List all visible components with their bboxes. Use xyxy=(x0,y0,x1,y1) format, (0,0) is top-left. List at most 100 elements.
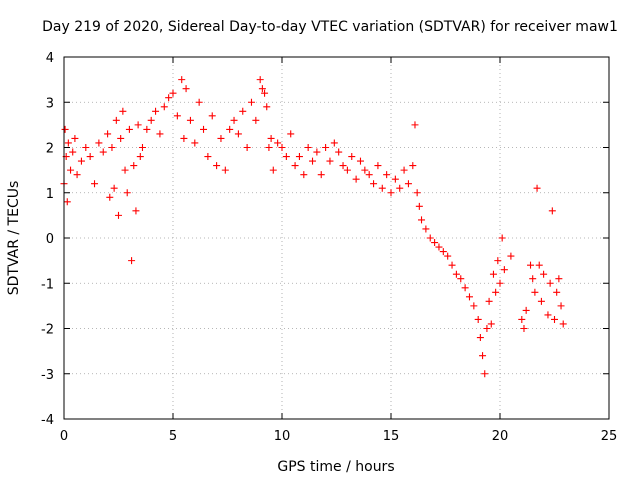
data-point xyxy=(317,171,325,179)
y-tick-label: 3 xyxy=(46,96,54,111)
x-tick-label: 20 xyxy=(492,429,509,444)
data-point xyxy=(217,134,225,142)
data-point xyxy=(63,198,71,206)
data-point xyxy=(461,284,469,292)
data-point xyxy=(313,148,321,156)
data-point xyxy=(531,288,539,296)
gridlines xyxy=(64,57,609,419)
data-point xyxy=(535,261,543,269)
data-point xyxy=(123,189,131,197)
axis-ticks: 0 5 10 15 20 25 -4 -3 -2 -1 0 1 2 3 4 xyxy=(41,51,617,444)
data-point xyxy=(348,153,356,161)
data-point xyxy=(335,148,343,156)
data-point xyxy=(261,89,269,97)
data-point xyxy=(520,325,528,332)
data-point xyxy=(339,162,347,170)
data-point xyxy=(269,166,277,174)
data-point xyxy=(138,144,146,151)
data-point xyxy=(282,153,290,161)
data-point xyxy=(128,257,136,265)
data-point xyxy=(147,116,155,124)
data-point xyxy=(267,134,275,142)
data-point xyxy=(529,275,537,283)
x-tick-label: 15 xyxy=(383,429,400,444)
data-point xyxy=(182,85,190,93)
data-point xyxy=(444,252,452,260)
plot-frame xyxy=(63,56,610,420)
data-point xyxy=(106,193,114,201)
data-point xyxy=(134,121,142,129)
data-point xyxy=(121,166,129,174)
data-point xyxy=(489,270,497,278)
data-point xyxy=(553,288,561,296)
data-point xyxy=(112,116,120,124)
data-point xyxy=(132,207,140,215)
data-point xyxy=(404,180,412,188)
data-point xyxy=(287,130,295,138)
data-point xyxy=(130,162,138,170)
data-point xyxy=(119,107,127,115)
data-point xyxy=(108,144,116,151)
data-point xyxy=(522,306,530,314)
data-point xyxy=(387,189,395,197)
y-tick-label: 1 xyxy=(46,187,54,202)
data-point xyxy=(546,279,554,287)
data-point xyxy=(356,157,364,165)
data-point xyxy=(378,184,386,192)
data-point xyxy=(195,98,203,106)
data-point xyxy=(426,234,434,242)
data-point xyxy=(295,153,303,161)
data-point xyxy=(230,116,238,124)
data-point xyxy=(186,116,194,124)
data-point xyxy=(533,184,541,192)
data-point xyxy=(374,162,382,170)
data-point xyxy=(352,175,360,183)
y-tick-label: -1 xyxy=(41,277,54,292)
data-point xyxy=(265,144,273,151)
data-point xyxy=(391,175,399,183)
data-point xyxy=(99,148,107,156)
y-tick-label: 4 xyxy=(46,51,54,66)
data-point xyxy=(551,315,558,323)
data-point xyxy=(396,184,404,192)
data-point xyxy=(383,171,391,179)
data-point xyxy=(415,202,423,210)
data-point xyxy=(518,315,526,323)
data-point xyxy=(234,130,242,138)
data-point xyxy=(507,252,515,260)
data-point xyxy=(370,180,378,188)
data-point xyxy=(435,243,443,251)
data-point xyxy=(64,139,72,147)
chart-title: Day 219 of 2020, Sidereal Day-to-day VTE… xyxy=(42,19,618,35)
data-point xyxy=(400,166,408,174)
data-point xyxy=(104,130,112,138)
data-point xyxy=(527,261,535,269)
data-point xyxy=(61,125,69,133)
data-point xyxy=(125,125,133,133)
data-point xyxy=(243,144,251,151)
data-point xyxy=(115,211,122,219)
data-point xyxy=(73,171,81,179)
data-point xyxy=(169,89,177,97)
data-point xyxy=(91,180,99,188)
data-point xyxy=(322,144,330,151)
data-point xyxy=(474,315,482,323)
data-point xyxy=(247,98,255,106)
data-point xyxy=(555,275,563,283)
data-point xyxy=(136,153,144,161)
data-point xyxy=(465,293,473,301)
data-point xyxy=(559,320,567,328)
data-point xyxy=(481,370,489,378)
data-point xyxy=(156,130,164,138)
data-point xyxy=(537,297,545,305)
data-point xyxy=(278,144,286,151)
data-point xyxy=(256,76,264,84)
data-point xyxy=(494,257,502,265)
x-tick-label: 25 xyxy=(601,429,618,444)
x-axis-label: GPS time / hours xyxy=(277,459,394,475)
data-point xyxy=(178,76,186,84)
data-point xyxy=(487,320,495,328)
data-point xyxy=(204,153,212,161)
data-point xyxy=(470,302,478,310)
